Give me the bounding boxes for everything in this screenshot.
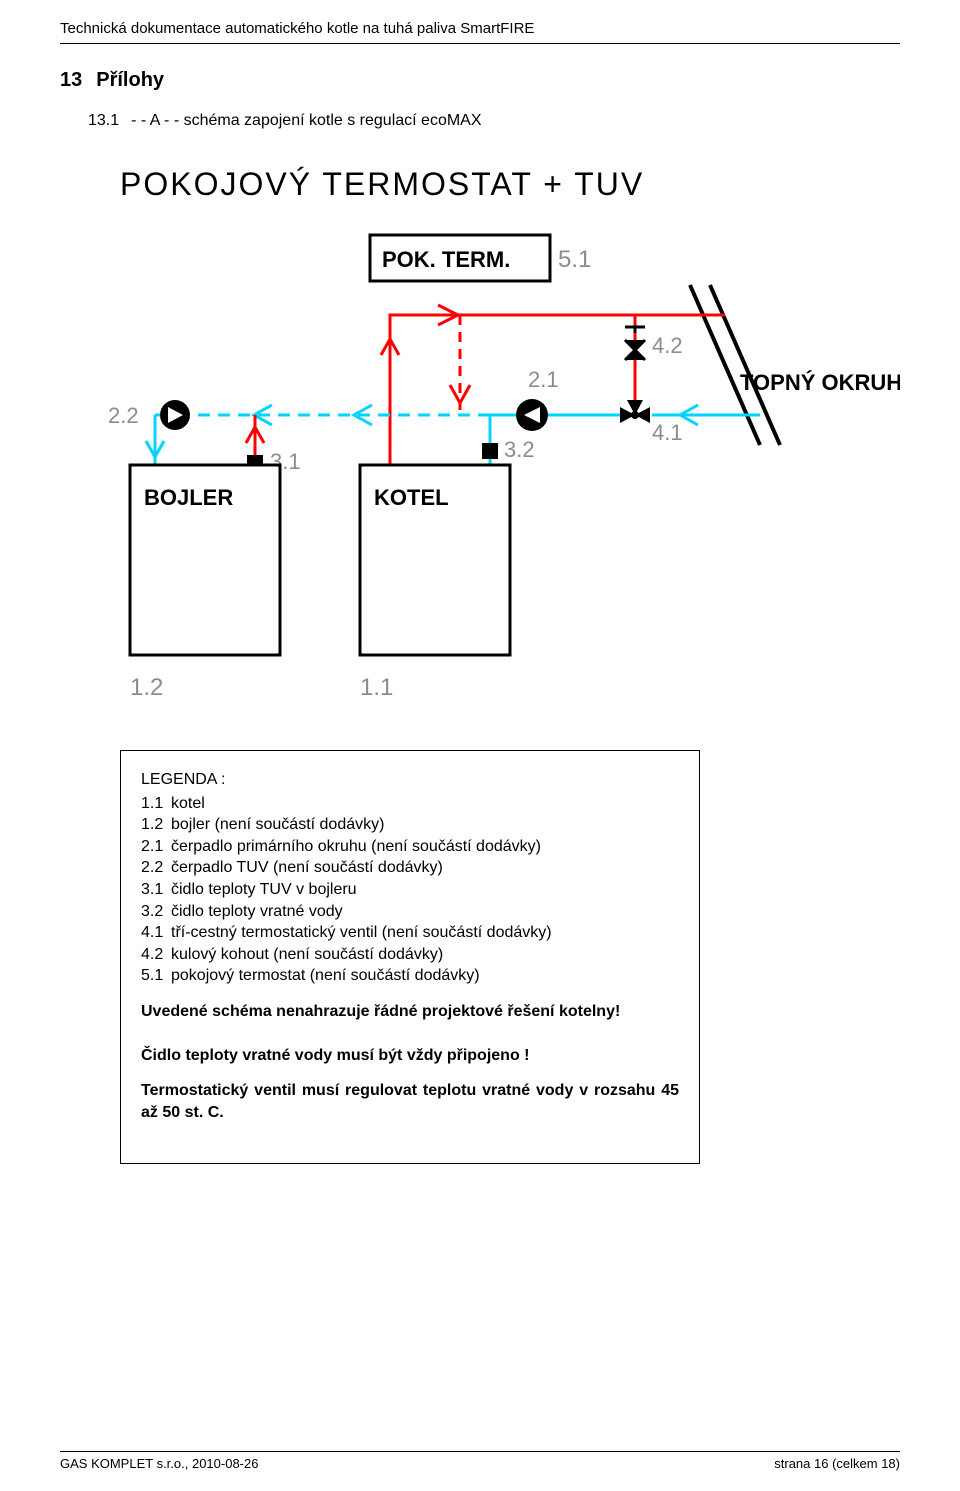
legend-text: čerpadlo primárního okruhu (není součást… [171, 836, 541, 858]
legend-num: 3.2 [141, 901, 171, 923]
section-name: Přílohy [96, 69, 164, 92]
valve-4-2-icon [625, 327, 645, 360]
section-num: 13 [60, 69, 82, 92]
legend-text: čidlo teploty TUV v bojleru [171, 879, 357, 901]
label-1-2: 1.2 [130, 674, 163, 701]
section-title: 13 Přílohy [60, 69, 900, 92]
legend-num: 3.1 [141, 879, 171, 901]
legend-item: 3.2čidlo teploty vratné vody [141, 901, 679, 923]
legend-item: 5.1pokojový termostat (není součástí dod… [141, 965, 679, 987]
label-4-2: 4.2 [652, 333, 683, 358]
legend-num: 4.1 [141, 922, 171, 944]
legend-item: 1.1kotel [141, 793, 679, 815]
topny-okruh-label: TOPNÝ OKRUH [740, 370, 900, 395]
okruh-slash-1 [690, 285, 760, 445]
subsection-name: - - A - - schéma zapojení kotle s regula… [131, 112, 481, 130]
legend-num: 1.2 [141, 814, 171, 836]
legend-note: Uvedené schéma nenahrazuje řádné projekt… [141, 1001, 679, 1023]
valve-4-1-icon [620, 400, 650, 423]
pok-term-label: POK. TERM. [382, 247, 510, 272]
legend-item: 2.2čerpadlo TUV (není součástí dodávky) [141, 857, 679, 879]
pump-2-2-icon [160, 400, 190, 430]
legend-text: pokojový termostat (není součástí dodávk… [171, 965, 480, 987]
legend-item: 3.1čidlo teploty TUV v bojleru [141, 879, 679, 901]
doc-header: Technická dokumentace automatického kotl… [60, 20, 900, 44]
label-1-1: 1.1 [360, 674, 393, 701]
legend-text: kotel [171, 793, 205, 815]
okruh-slash-2 [710, 285, 780, 445]
page-footer: GAS KOMPLET s.r.o., 2010-08-26 strana 16… [60, 1451, 900, 1471]
legend-text: čidlo teploty vratné vody [171, 901, 343, 923]
label-5-1: 5.1 [558, 246, 591, 273]
schematic-diagram: POKOJOVÝ TERMOSTAT + TUV POK. TERM. 5.1 … [60, 155, 900, 720]
legend-num: 1.1 [141, 793, 171, 815]
legend-box: LEGENDA : 1.1kotel 1.2bojler (není součá… [120, 750, 700, 1164]
legend-text: kulový kohout (není součástí dodávky) [171, 944, 443, 966]
subsection-num: 13.1 [88, 112, 119, 130]
label-2-2: 2.2 [108, 403, 139, 428]
label-4-1: 4.1 [652, 420, 683, 445]
legend-text: tří-cestný termostatický ventil (není so… [171, 922, 552, 944]
subsection-title: 13.1 - - A - - schéma zapojení kotle s r… [60, 112, 900, 130]
legend-item: 4.1tří-cestný termostatický ventil (není… [141, 922, 679, 944]
legend-title: LEGENDA : [141, 769, 679, 791]
footer-right: strana 16 (celkem 18) [774, 1456, 900, 1471]
legend-warn: Čidlo teploty vratné vody musí být vždy … [141, 1045, 679, 1067]
legend-text: bojler (není součástí dodávky) [171, 814, 384, 836]
pump-2-1-icon [516, 399, 548, 431]
bojler-label: BOJLER [144, 485, 233, 510]
legend-num: 2.2 [141, 857, 171, 879]
footer-left: GAS KOMPLET s.r.o., 2010-08-26 [60, 1456, 258, 1471]
kotel-label: KOTEL [374, 485, 449, 510]
legend-num: 4.2 [141, 944, 171, 966]
legend-list: 1.1kotel 1.2bojler (není součástí dodávk… [141, 793, 679, 987]
legend-num: 5.1 [141, 965, 171, 987]
legend-rule: Termostatický ventil musí regulovat tepl… [141, 1080, 679, 1123]
diagram-title: POKOJOVÝ TERMOSTAT + TUV [120, 166, 644, 202]
label-3-2: 3.2 [504, 437, 535, 462]
legend-item: 2.1čerpadlo primárního okruhu (není souč… [141, 836, 679, 858]
legend-num: 2.1 [141, 836, 171, 858]
label-2-1: 2.1 [528, 367, 559, 392]
legend-text: čerpadlo TUV (není součástí dodávky) [171, 857, 443, 879]
legend-item: 1.2bojler (není součástí dodávky) [141, 814, 679, 836]
legend-item: 4.2kulový kohout (není součástí dodávky) [141, 944, 679, 966]
